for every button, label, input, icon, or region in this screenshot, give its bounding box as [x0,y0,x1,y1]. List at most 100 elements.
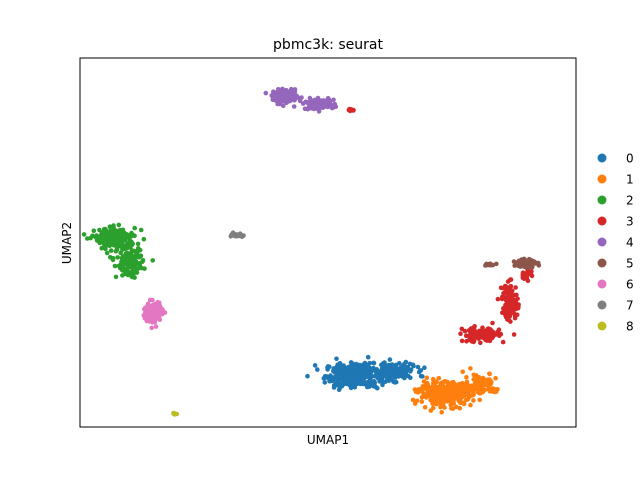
cluster-2-point [138,227,144,233]
series-3-points [346,106,535,346]
cluster-2-point [112,263,118,269]
cluster-0-point [353,361,359,367]
cluster-3-point [503,314,509,320]
cluster-2-point [134,270,140,275]
cluster-3-point [529,273,535,279]
cluster-7-point [241,233,246,238]
cluster-1-point [434,397,439,403]
cluster-0-point [379,379,384,384]
cluster-0-point [322,380,328,385]
cluster-4-point [316,109,322,114]
cluster-2-point [99,245,104,251]
cluster-2-point [120,264,125,269]
cluster-1-point [482,387,488,393]
legend-label-2: 2 [626,194,634,208]
cluster-2-point [115,255,120,260]
cluster-0-point [327,378,333,384]
cluster-1-point [457,405,463,411]
legend-marker-4 [597,237,607,247]
cluster-0-point [325,367,330,372]
cluster-0-point [331,368,336,374]
cluster-4-point [263,90,269,96]
cluster-0-point [420,374,425,379]
cluster-2-point [125,240,130,246]
cluster-2-point [105,240,110,245]
cluster-0-point [401,369,407,375]
cluster-2-point [120,247,125,252]
legend-marker-6 [597,279,607,289]
legend-marker-5 [597,258,607,268]
cluster-1-point [442,394,447,400]
chart-title: pbmc3k: seurat [273,37,383,53]
cluster-3-point [513,302,518,308]
series-2-points [81,222,155,280]
cluster-0-point [363,382,369,387]
cluster-2-point [110,230,115,235]
cluster-2-point [129,242,134,248]
cluster-2-point [103,246,108,252]
cluster-1-point [421,386,427,391]
cluster-1-point [442,405,447,410]
cluster-1-point [475,379,481,385]
cluster-0-point [393,375,398,380]
cluster-0-point [407,361,413,367]
cluster-0-point [312,363,318,368]
cluster-2-point [114,245,120,250]
cluster-5-point [486,262,491,268]
cluster-0-point [331,385,337,390]
cluster-0-point [323,375,329,380]
legend-marker-8 [597,321,607,331]
cluster-3-point [509,305,514,311]
cluster-2-point [116,222,122,228]
cluster-2-point [130,260,136,265]
cluster-1-point [454,404,459,410]
cluster-5-point [494,261,499,267]
legend-marker-7 [597,300,607,310]
cluster-5-point [490,262,496,268]
cluster-1-point [468,384,473,390]
cluster-2-point [118,239,124,244]
cluster-4-point [271,89,276,94]
cluster-4-point [297,98,303,104]
cluster-3-point [509,294,514,300]
cluster-1-point [452,382,458,387]
cluster-0-point [334,374,339,380]
cluster-7-point [230,232,236,237]
cluster-3-point [525,268,531,274]
cluster-1-point [472,373,478,378]
cluster-2-point [132,225,137,231]
cluster-3-point [480,335,486,340]
cluster-4-point [292,93,297,99]
cluster-1-point [441,401,446,406]
cluster-8-point [171,411,177,417]
cluster-0-point [361,377,366,382]
cluster-2-point [105,233,111,239]
cluster-1-point [448,397,454,403]
cluster-3-point [506,300,511,305]
cluster-1-point [489,379,494,385]
cluster-4-point [279,98,285,104]
cluster-0-point [388,368,394,373]
cluster-3-point [495,331,501,336]
cluster-0-point [334,356,339,362]
cluster-3-point [529,269,534,274]
cluster-1-point [439,410,445,415]
cluster-6-point [155,299,160,305]
cluster-0-point [343,372,348,378]
cluster-3-point [486,330,492,335]
series-0-points [305,354,427,393]
cluster-1-point [460,369,466,375]
cluster-1-point [441,385,446,390]
x-axis-label: UMAP1 [307,433,349,447]
cluster-3-point [514,292,519,298]
cluster-4-point [291,104,297,109]
cluster-2-point [135,241,141,247]
cluster-3-point [474,335,479,340]
cluster-3-point [505,305,511,310]
cluster-3-point [507,289,512,295]
cluster-3-point [464,339,469,344]
cluster-2-point [111,223,116,228]
cluster-0-point [422,365,427,371]
cluster-4-point [311,106,317,112]
